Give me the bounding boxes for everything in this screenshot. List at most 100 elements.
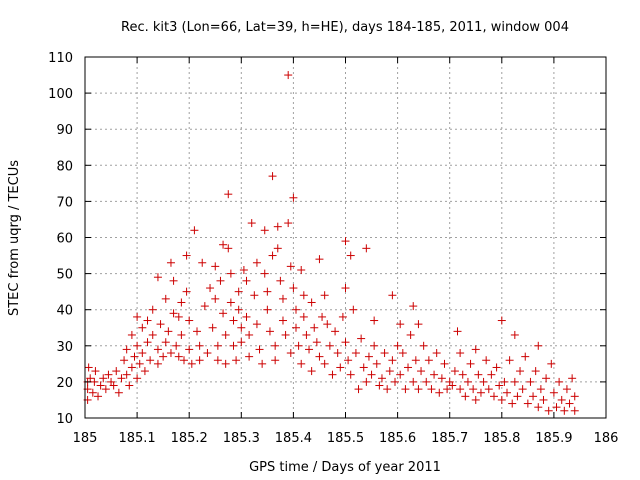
data-point [193, 327, 202, 336]
data-point [263, 287, 272, 296]
data-point [127, 330, 136, 339]
data-point [479, 377, 488, 386]
data-point [112, 367, 121, 376]
data-point [357, 334, 366, 343]
data-point [174, 352, 183, 361]
data-point [229, 341, 238, 350]
data-point [344, 356, 353, 365]
data-point [510, 330, 519, 339]
data-point [198, 258, 207, 267]
data-point [179, 356, 188, 365]
data-point [224, 190, 233, 199]
data-point [531, 367, 540, 376]
data-point [398, 349, 407, 358]
data-point [208, 323, 217, 332]
data-points [83, 71, 579, 415]
data-point [289, 193, 298, 202]
data-point [307, 367, 316, 376]
y-tick-label: 40 [56, 304, 73, 319]
data-point [341, 284, 350, 293]
data-point [297, 265, 306, 274]
data-point [278, 294, 287, 303]
data-point [471, 395, 480, 404]
data-point [536, 385, 545, 394]
data-point [187, 359, 196, 368]
x-tick-label: 186 [594, 431, 619, 446]
data-point [526, 377, 535, 386]
data-point [226, 298, 235, 307]
data-point [333, 349, 342, 358]
data-point [260, 226, 269, 235]
data-point [177, 298, 186, 307]
data-point [242, 276, 251, 285]
x-tick-label: 185.8 [483, 431, 520, 446]
data-point [284, 71, 293, 80]
data-point [435, 388, 444, 397]
data-point [570, 392, 579, 401]
data-point [443, 385, 452, 394]
data-point [219, 309, 228, 318]
data-point [539, 395, 548, 404]
data-point [469, 385, 478, 394]
y-tick-label: 90 [56, 123, 73, 138]
data-point [555, 377, 564, 386]
data-point [406, 330, 415, 339]
data-point [542, 374, 551, 383]
data-point [463, 377, 472, 386]
data-point [148, 330, 157, 339]
data-point [396, 370, 405, 379]
data-point [94, 392, 103, 401]
data-point [125, 381, 134, 390]
data-point [271, 356, 280, 365]
data-point [258, 359, 267, 368]
data-point [84, 363, 93, 372]
data-point [245, 352, 254, 361]
data-point [216, 276, 225, 285]
data-point [383, 385, 392, 394]
y-tick-label: 60 [56, 232, 73, 247]
data-point [114, 388, 123, 397]
data-point [471, 345, 480, 354]
data-point [375, 381, 384, 390]
y-tick-label: 20 [56, 376, 73, 391]
data-point [341, 237, 350, 246]
data-point [159, 352, 168, 361]
data-point [252, 258, 261, 267]
data-point [362, 377, 371, 386]
data-point [448, 381, 457, 390]
data-point [346, 370, 355, 379]
x-tick-label: 185.5 [327, 431, 364, 446]
data-point [221, 359, 230, 368]
data-point [260, 269, 269, 278]
data-point [461, 392, 470, 401]
data-point [500, 377, 509, 386]
data-point [305, 345, 314, 354]
data-point [377, 374, 386, 383]
data-point [453, 327, 462, 336]
data-point [164, 327, 173, 336]
data-point [239, 265, 248, 274]
data-point [166, 258, 175, 267]
data-point [523, 399, 532, 408]
data-point [568, 374, 577, 383]
data-point [510, 377, 519, 386]
data-point [203, 349, 212, 358]
data-point [143, 338, 152, 347]
data-point [273, 244, 282, 253]
data-point [221, 330, 230, 339]
x-tick-label: 185.6 [379, 431, 416, 446]
data-point [456, 349, 465, 358]
data-point [565, 399, 574, 408]
data-point [148, 305, 157, 314]
data-point [390, 377, 399, 386]
data-point [281, 330, 290, 339]
data-point [195, 356, 204, 365]
data-point [263, 305, 272, 314]
data-point [437, 374, 446, 383]
data-point [117, 374, 126, 383]
data-point [388, 291, 397, 300]
data-point [252, 320, 261, 329]
data-point [414, 320, 423, 329]
